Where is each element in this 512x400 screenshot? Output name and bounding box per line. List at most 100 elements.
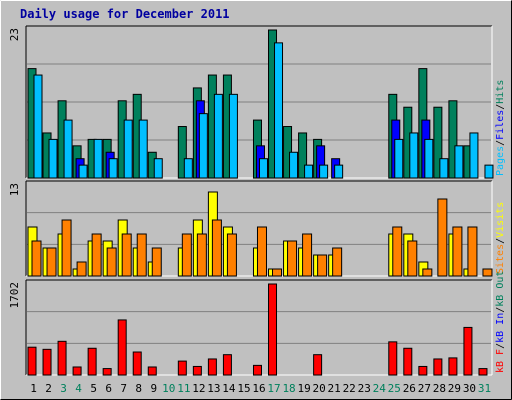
bar-sites-day-29: [452, 226, 463, 277]
bar-kb-f-day-4: [72, 366, 82, 376]
bar-kb-f-day-12: [192, 365, 202, 376]
bar-sites-day-19: [302, 233, 313, 277]
day-label-29: 29: [448, 382, 461, 395]
bar-pages-day-5: [93, 138, 103, 179]
bar-sites-day-3: [61, 219, 72, 277]
bar-sites-day-31: [482, 268, 493, 277]
bar-pages-day-28: [439, 158, 449, 179]
bar-sites-day-16: [256, 226, 267, 277]
bar-sites-day-14: [226, 233, 237, 277]
bar-pages-day-2: [48, 138, 58, 179]
bar-pages-day-20: [319, 164, 329, 179]
axis-label-part: /: [495, 104, 506, 110]
bar-kb-f-day-17: [268, 283, 278, 376]
axis-label-part: Visits: [495, 202, 506, 238]
bar-pages-day-4: [78, 164, 88, 179]
bar-pages-day-14: [228, 93, 238, 179]
bar-pages-day-25: [394, 138, 404, 179]
axis-label-part: /: [495, 343, 506, 349]
bar-pages-day-29: [454, 145, 464, 179]
bar-sites-day-13: [211, 219, 222, 277]
day-label-24: 24: [373, 382, 387, 395]
day-label-30: 30: [463, 382, 476, 395]
bar-kb-f-day-29: [448, 357, 458, 376]
bar-hits-day-29: [448, 100, 458, 179]
bar-pages-day-6: [108, 158, 118, 179]
bar-sites-day-17: [272, 268, 283, 277]
bar-pages-day-9: [153, 158, 163, 179]
day-label-27: 27: [418, 382, 431, 395]
bar-kb-f-day-27: [418, 365, 428, 376]
bar-kb-f-day-20: [313, 354, 323, 376]
axis-label-part: /: [495, 140, 506, 146]
bar-kb-f-day-26: [403, 347, 413, 376]
bar-hits-day-11: [177, 126, 187, 179]
day-label-26: 26: [403, 382, 416, 395]
bar-hits-day-28: [433, 106, 443, 179]
day-label-7: 7: [120, 382, 127, 395]
bar-pages-day-19: [304, 164, 314, 179]
scale-label: 23: [8, 28, 21, 41]
bar-sites-day-18: [287, 240, 298, 277]
bar-sites-day-4: [76, 261, 87, 277]
day-label-18: 18: [282, 382, 295, 395]
bar-sites-day-12: [196, 233, 207, 277]
bar-kb-f-day-8: [132, 351, 142, 376]
bar-sites-day-1: [31, 240, 42, 277]
axis-label-part: kB In: [495, 313, 506, 343]
bar-sites-day-6: [106, 247, 117, 277]
plot-area: [26, 280, 492, 375]
scale-label: 13: [8, 183, 21, 196]
bar-pages-day-13: [213, 93, 223, 179]
bar-hits-day-19: [298, 132, 308, 179]
axis-label-part: /: [495, 238, 506, 244]
day-label-16: 16: [252, 382, 265, 395]
day-label-19: 19: [297, 382, 310, 395]
day-label-28: 28: [433, 382, 446, 395]
day-label-13: 13: [207, 382, 220, 395]
day-label-1: 1: [30, 382, 37, 395]
bar-sites-day-9: [151, 247, 162, 277]
bar-kb-f-day-2: [42, 348, 52, 376]
day-label-14: 14: [222, 382, 236, 395]
bar-kb-f-day-5: [87, 347, 97, 376]
bar-pages-day-1: [33, 74, 43, 179]
bar-pages-day-7: [123, 119, 133, 179]
day-label-2: 2: [45, 382, 52, 395]
bar-kb-f-day-30: [463, 326, 473, 376]
day-label-31: 31: [478, 382, 491, 395]
bar-kb-f-day-3: [57, 340, 67, 376]
series-axis-label: Sites/Visits: [495, 202, 506, 274]
axis-label-part: Pages: [495, 146, 506, 176]
axis-label-part: kB Out: [495, 271, 506, 307]
bar-kb-f-day-28: [433, 358, 443, 376]
chart-title: Daily usage for December 2011: [20, 7, 230, 21]
series-axis-label: Pages/Files/Hits: [495, 80, 506, 176]
bar-pages-day-18: [289, 151, 299, 179]
bar-sites-day-8: [136, 233, 147, 277]
bar-pages-day-27: [424, 138, 434, 179]
bar-sites-day-5: [91, 233, 102, 277]
bar-kb-f-day-7: [117, 319, 127, 376]
day-label-20: 20: [313, 382, 326, 395]
bar-sites-day-7: [121, 233, 132, 277]
bar-sites-day-25: [392, 226, 403, 277]
axis-label-part: Files: [495, 110, 506, 140]
day-label-10: 10: [162, 382, 175, 395]
bar-kb-f-day-11: [177, 360, 187, 376]
day-label-21: 21: [328, 382, 341, 395]
bar-pages-day-11: [183, 158, 193, 179]
axis-label-part: Sites: [495, 244, 506, 274]
day-label-9: 9: [150, 382, 157, 395]
day-label-5: 5: [90, 382, 97, 395]
bar-kb-f-day-13: [207, 358, 217, 376]
axis-label-part: kB F: [495, 349, 506, 373]
axis-label-part: Hits: [495, 80, 506, 104]
bar-kb-f-day-6: [102, 368, 112, 376]
bar-kb-f-day-31: [478, 368, 488, 376]
panel-visits-sites: 13 Sites/Visits: [8, 180, 506, 277]
bar-sites-day-11: [181, 233, 192, 277]
bar-kb-f-day-9: [147, 366, 157, 376]
